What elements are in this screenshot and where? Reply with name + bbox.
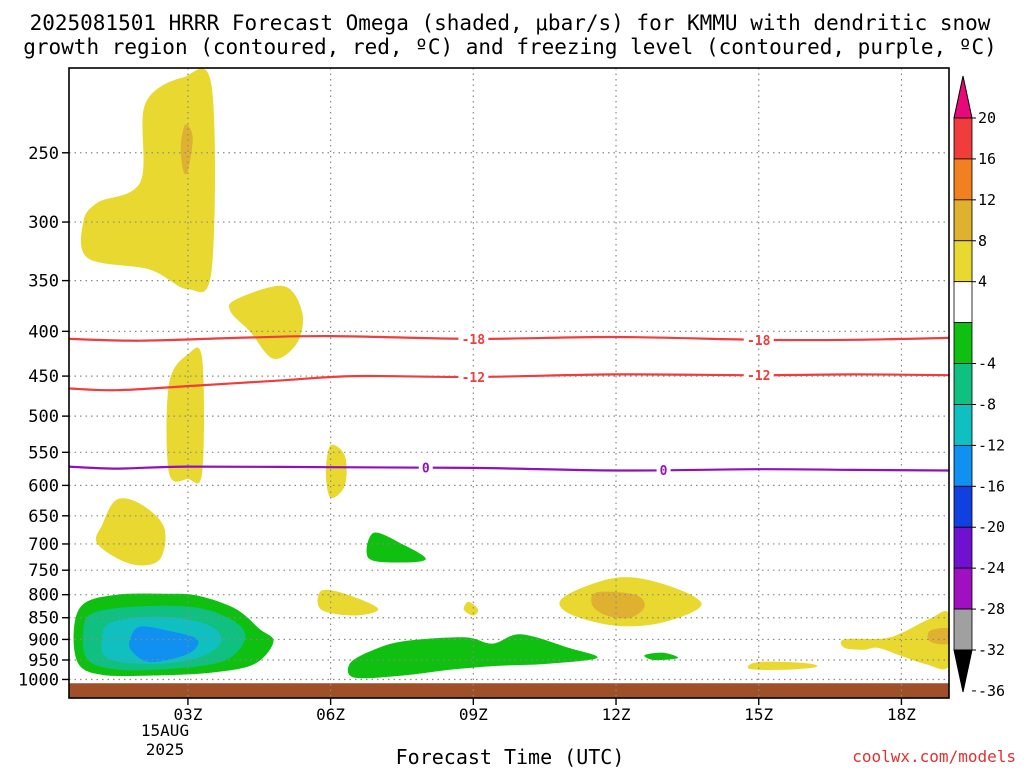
colorbar-label: 16 [978,150,996,168]
colorbar-band [953,444,973,487]
y-tick-label: 400 [28,322,59,342]
colorbar-label: -32 [978,641,1005,659]
plot-frame [68,67,950,699]
colorbar-band [953,608,973,651]
x-tick-label: 03Z [173,705,202,724]
contour-line [69,465,949,472]
omega-region [129,626,199,663]
omega-region [591,591,645,619]
omega-region [644,652,679,661]
colorbar-band [953,322,973,364]
colorbar-label: 4 [978,273,987,291]
colorbar-band [953,158,973,201]
contour-label: 0 [422,462,430,477]
colorbar-label: -36 [978,682,1005,700]
y-tick-label: 300 [28,213,59,233]
colorbar-label: 20 [978,109,996,127]
terrain-layer [69,683,949,698]
colorbar-band [953,199,973,242]
chart-title-line2: growth region (contoured, red, ºC) and f… [23,35,997,59]
contour-layer: -18 -18 -12 -12 0 0 [69,330,949,479]
omega-region [317,589,379,616]
omega-region [180,124,193,175]
colorbar-band [953,363,973,405]
y-tick-label: 1000 [18,670,59,690]
terrain-bar [69,683,949,698]
colorbar-label: -16 [978,477,1005,495]
x-tick-label: 15Z [744,705,773,724]
x-tick-label: 06Z [316,705,345,724]
x-axis-label: Forecast Time (UTC) [396,745,625,768]
y-tick-label: 250 [28,144,59,164]
colorbar-label: -8 [978,395,996,413]
omega-region [747,661,818,670]
omega-region [80,68,216,293]
colorbar-band [953,404,973,446]
omega-region [463,601,479,616]
chart-title-line1: 2025081501 HRRR Forecast Omega (shaded, … [30,11,991,35]
y-tick-label: 900 [28,630,59,650]
colorbar-band [953,240,973,283]
colorbar-band [953,281,973,324]
contour-label-bg [743,367,774,384]
omega-region [325,444,347,499]
contour-label-bg [743,331,774,348]
colorbar: 20 16 12 8 4 -4 -8 -12 -16 -20 -24 -28 -32 -36 [953,75,1005,700]
x-tick-label: 12Z [602,705,631,724]
colorbar-bottom-triangle [953,649,973,693]
contour-label-bg [656,462,671,479]
y-tick-label: 550 [28,443,59,463]
colorbar-label: -20 [978,518,1005,536]
y-tick-label: 600 [28,476,59,496]
colorbar-label: -12 [978,436,1005,454]
contour-label: -12 [462,371,485,386]
contour-label-bg [418,459,433,476]
x-axis: 03Z 06Z 09Z 12Z 15Z 18Z [173,698,916,724]
omega-region [166,347,204,484]
y-tick-label: 650 [28,507,59,527]
y-tick-label: 450 [28,367,59,387]
y-tick-label: 700 [28,535,59,555]
colorbar-band [953,526,973,569]
omega-region [840,611,949,670]
omega-region [347,634,598,679]
colorbar-label: -4 [978,355,996,373]
y-tick-label: 500 [28,407,59,427]
y-tick-label: 800 [28,586,59,606]
contour-label: -12 [747,369,770,384]
colorbar-band [953,485,973,528]
y-tick-label: 750 [28,561,59,581]
contour-label: -18 [747,334,771,349]
x-tick-label: 09Z [459,705,488,724]
colorbar-band [953,117,973,160]
colorbar-label: 12 [978,191,996,209]
contour-label: -18 [462,333,486,348]
credit-text: coolwx.com/models [852,747,1016,766]
x-tick-label: 18Z [887,705,916,724]
colorbar-label: 8 [978,232,987,250]
contour-label-bg [458,330,489,347]
contour-line [69,373,949,392]
y-tick-label: 350 [28,272,59,292]
colorbar-label: -24 [978,559,1005,577]
contour-label-bg [458,368,489,385]
y-axis: 2503003504004505005506006507007508008509… [18,144,69,690]
omega-region [95,498,166,566]
omega-region [366,532,426,563]
omega-region [927,627,949,645]
y-tick-label: 950 [28,651,59,671]
omega-shading-layer [73,68,949,679]
omega-region [228,285,304,360]
x-date-day: 15AUG [141,721,189,740]
x-date-year: 2025 [146,740,185,759]
contour-label: 0 [660,464,668,479]
colorbar-band [953,567,973,610]
y-tick-label: 850 [28,609,59,629]
colorbar-label: -28 [978,600,1005,618]
